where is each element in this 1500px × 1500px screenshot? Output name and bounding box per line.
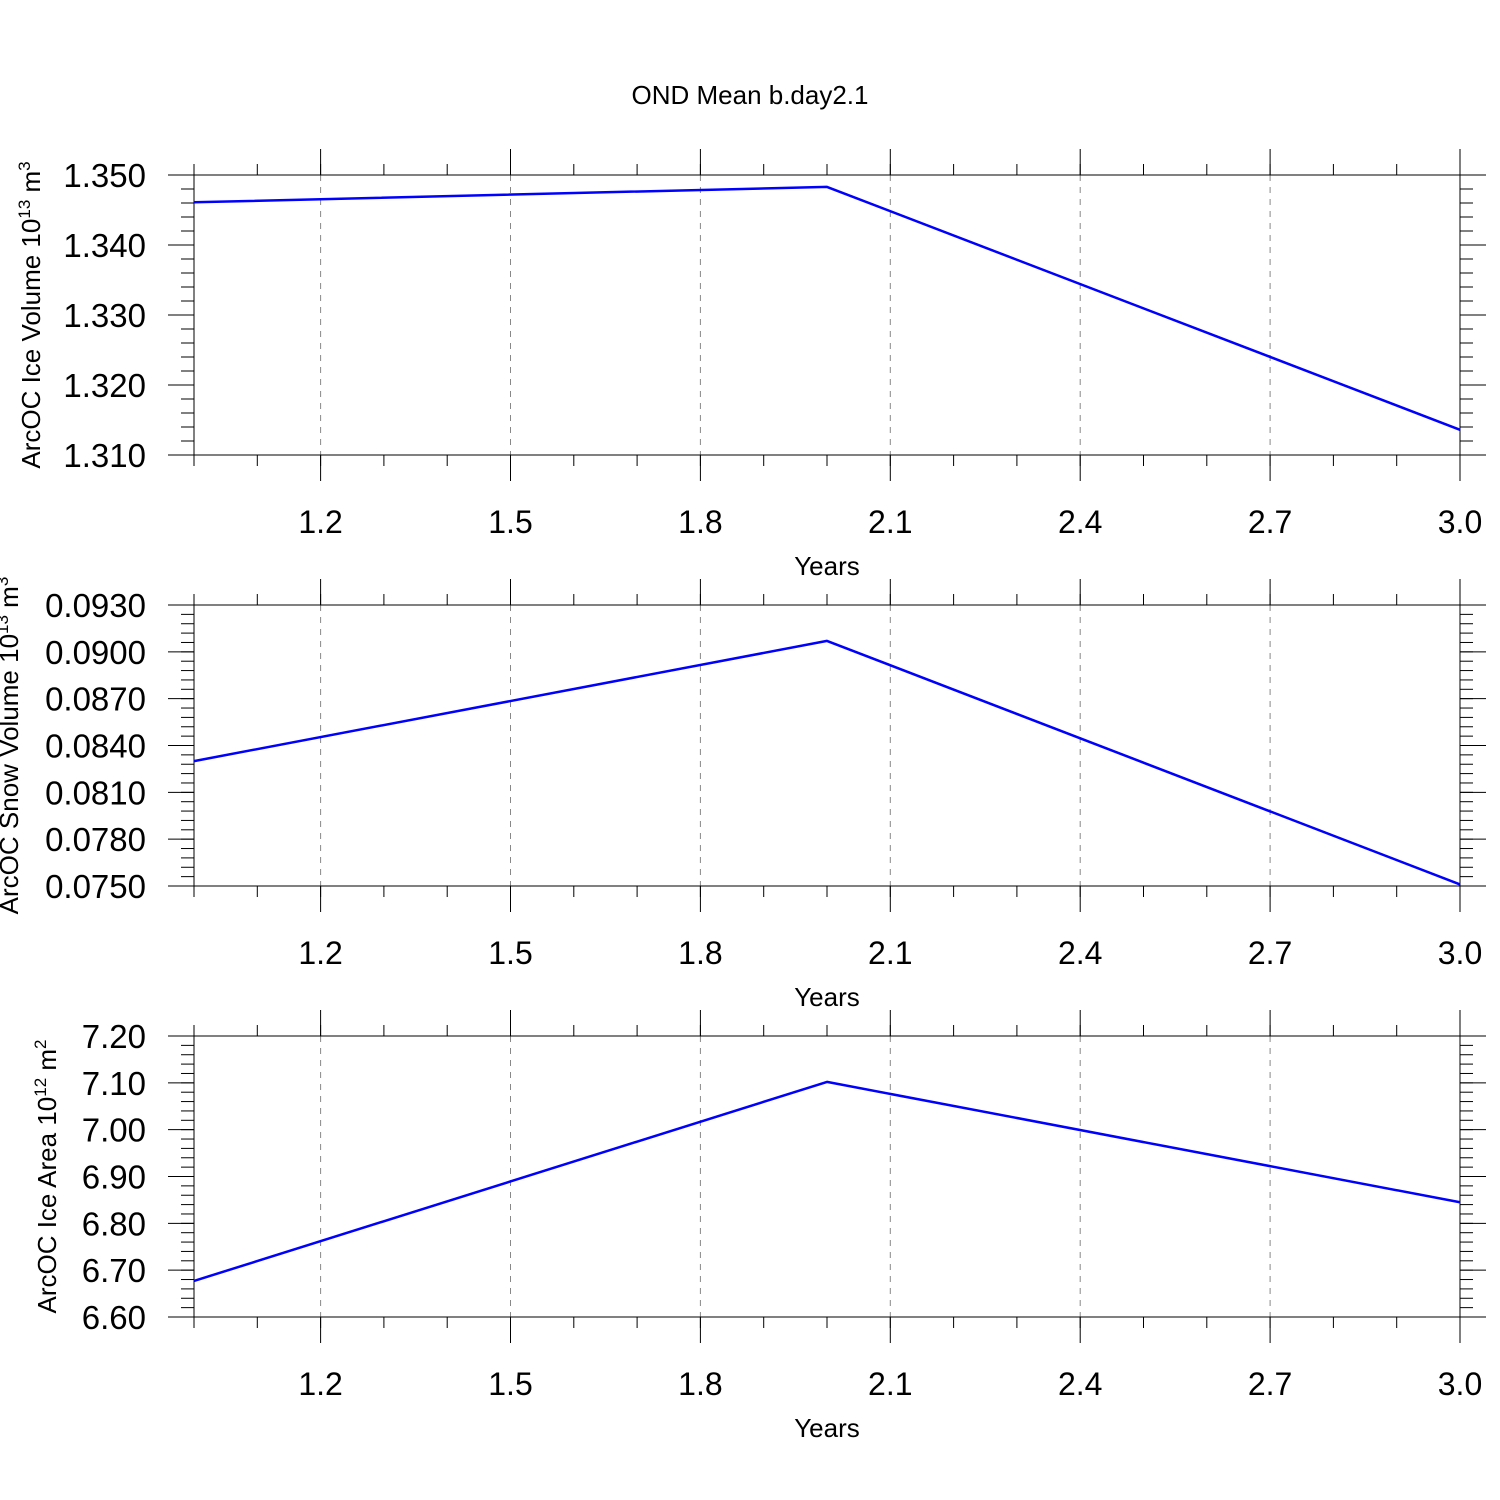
y-axis-label-text: ArcOC Snow Volume 10 (0, 634, 24, 914)
y-axis-label-exponent: 13 (0, 615, 12, 634)
x-tick-label: 2.7 (1248, 1366, 1292, 1402)
x-tick-label: 1.8 (678, 1366, 722, 1402)
y-axis-label: ArcOC Ice Volume 1013 m3 (15, 161, 46, 468)
x-tick-label: 2.4 (1058, 1366, 1102, 1402)
y-axis-label-exponent: 12 (31, 1078, 50, 1097)
y-tick-label: 0.0840 (45, 728, 146, 765)
y-tick-label: 1.350 (63, 157, 146, 194)
y-axis-label-text: ArcOC Ice Volume 10 (16, 219, 46, 469)
panel-3: 1.2 1.5 1.8 2.1 2.4 2.7 3.0 Years 6.60 6.70 6.80 6.… (31, 1010, 1486, 1443)
x-tick-label: 3.0 (1438, 504, 1482, 540)
x-tick-label: 1.2 (298, 935, 342, 971)
x-axis-label: Years (794, 982, 860, 1012)
x-tick-label: 2.1 (868, 935, 912, 971)
y-axis-label-unit-exponent: 2 (31, 1039, 50, 1048)
x-axis-label: Years (794, 551, 860, 581)
y-tick-label: 1.320 (63, 367, 146, 404)
y-axis-label-unit: m (32, 1049, 62, 1078)
y-axis-label-exponent: 13 (15, 200, 34, 219)
y-tick-label: 7.20 (82, 1018, 146, 1055)
y-tick-label: 1.340 (63, 227, 146, 264)
y-axis-label-unit: m (16, 171, 46, 200)
panel-2: 1.2 1.5 1.8 2.1 2.4 2.7 3.0 Years 0.0750 0.0780 0.… (0, 577, 1486, 1012)
x-tick-label: 1.5 (488, 935, 532, 971)
y-tick-label: 1.330 (63, 297, 146, 334)
x-tick-label: 2.1 (868, 1366, 912, 1402)
y-axis-label-unit: m (0, 586, 24, 615)
panel-1: 1.2 1.5 1.8 2.1 2.4 2.7 3.0 Years 1.310 1.320 1.33… (15, 149, 1486, 581)
y-axis-label-text: ArcOC Ice Area 10 (32, 1097, 62, 1314)
y-axis-label-unit-exponent: 3 (15, 161, 34, 170)
y-tick-label: 0.0810 (45, 774, 146, 811)
y-axis-label: ArcOC Ice Area 1012 m2 (31, 1039, 62, 1313)
plot-frame (193, 604, 1461, 887)
x-axis-label: Years (794, 1413, 860, 1443)
x-tick-label: 3.0 (1438, 935, 1482, 971)
x-tick-label: 2.1 (868, 504, 912, 540)
y-tick-label: 6.80 (82, 1205, 146, 1242)
y-tick-label: 0.0750 (45, 868, 146, 905)
y-tick-label: 7.10 (82, 1065, 146, 1102)
chart-title: OND Mean b.day2.1 (631, 80, 869, 110)
y-tick-label: 6.60 (82, 1299, 146, 1336)
x-tick-label: 1.5 (488, 504, 532, 540)
x-tick-label: 1.5 (488, 1366, 532, 1402)
y-axis-label-unit-exponent: 3 (0, 577, 12, 586)
y-tick-label: 1.310 (63, 437, 146, 474)
x-tick-label: 2.7 (1248, 935, 1292, 971)
y-tick-label: 0.0900 (45, 634, 146, 671)
x-tick-label: 1.8 (678, 504, 722, 540)
y-tick-label: 0.0870 (45, 681, 146, 718)
plot-frame (193, 1035, 1461, 1318)
x-tick-label: 2.4 (1058, 935, 1102, 971)
x-tick-label: 1.2 (298, 1366, 342, 1402)
x-tick-label: 2.7 (1248, 504, 1292, 540)
x-tick-label: 1.8 (678, 935, 722, 971)
y-tick-label: 7.00 (82, 1112, 146, 1149)
y-tick-label: 6.70 (82, 1252, 146, 1289)
y-tick-label: 6.90 (82, 1159, 146, 1196)
series-line (193, 639, 1461, 886)
y-tick-label: 0.0930 (45, 587, 146, 624)
x-tick-label: 3.0 (1438, 1366, 1482, 1402)
x-tick-label: 2.4 (1058, 504, 1102, 540)
series-line (193, 1080, 1461, 1283)
series-line (193, 185, 1461, 431)
y-tick-label: 0.0780 (45, 821, 146, 858)
x-tick-label: 1.2 (298, 504, 342, 540)
y-axis-label: ArcOC Snow Volume 1013 m3 (0, 577, 24, 915)
